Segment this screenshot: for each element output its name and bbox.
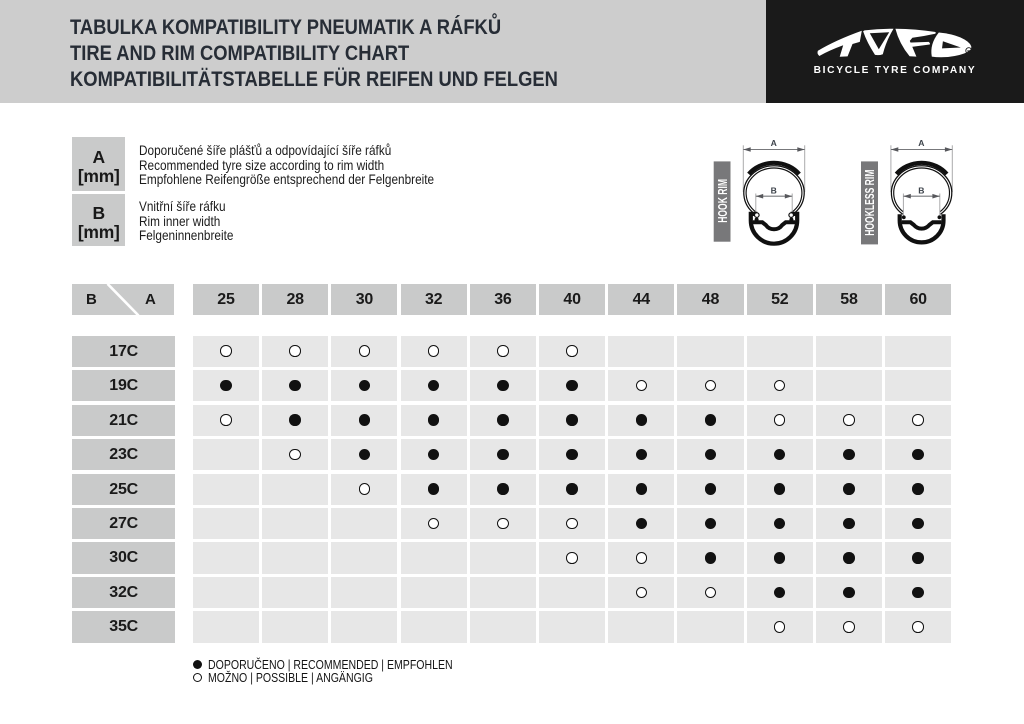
svg-text:HOOK RIM: HOOK RIM [716,179,730,223]
svg-text:B: B [771,185,777,195]
svg-text:HOOKLESS RIM: HOOKLESS RIM [864,170,878,236]
svg-text:A: A [918,138,924,148]
svg-text:A: A [771,138,777,148]
svg-text:B: B [918,185,924,195]
svg-text:R: R [967,49,971,54]
